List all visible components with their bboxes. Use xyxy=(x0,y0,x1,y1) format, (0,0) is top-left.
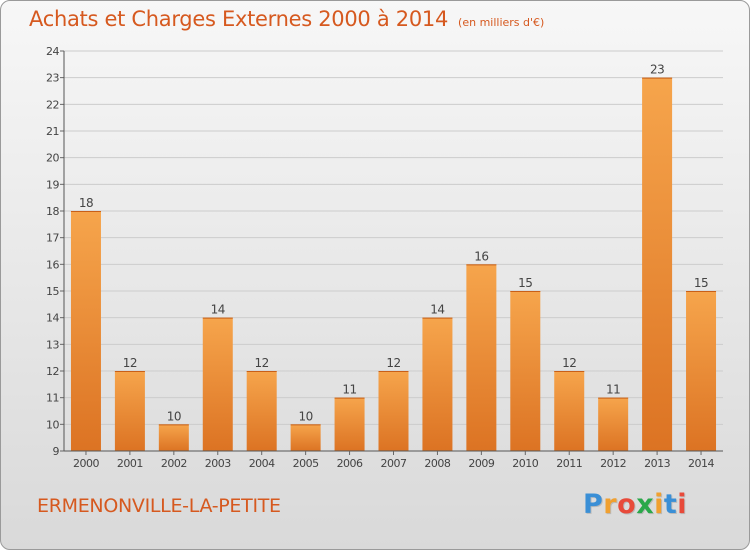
x-tick-label: 2013 xyxy=(644,457,670,470)
bar xyxy=(378,371,409,451)
x-tick-label: 2000 xyxy=(73,457,99,470)
x-tick-label: 2005 xyxy=(293,457,319,470)
y-tick-label: 13 xyxy=(46,338,59,351)
bar xyxy=(686,291,717,451)
data-label: 11 xyxy=(342,383,356,397)
data-label: 15 xyxy=(694,276,708,290)
y-tick-label: 19 xyxy=(46,178,59,191)
x-tick-label: 2010 xyxy=(512,457,538,470)
logo-letter: o xyxy=(617,489,637,520)
x-tick-label: 2007 xyxy=(381,457,407,470)
bar xyxy=(510,291,541,451)
x-tick-label: 2009 xyxy=(468,457,494,470)
bar xyxy=(422,317,453,451)
data-label: 23 xyxy=(650,63,664,77)
y-tick-label: 14 xyxy=(46,312,59,325)
commune-name: ERMENONVILLE-LA-PETITE xyxy=(37,495,281,517)
logo-letter: r xyxy=(603,489,618,520)
data-label: 15 xyxy=(518,276,532,290)
logo-letter: P xyxy=(583,489,604,520)
chart-subtitle: (en milliers d'€) xyxy=(458,16,545,29)
x-tick-label: 2011 xyxy=(556,457,582,470)
x-tick-label: 2002 xyxy=(161,457,187,470)
y-tick-label: 23 xyxy=(46,72,59,85)
bar xyxy=(158,424,189,451)
x-tick-label: 2006 xyxy=(337,457,363,470)
x-tick-label: 2012 xyxy=(600,457,626,470)
data-label: 18 xyxy=(79,196,93,210)
bar xyxy=(114,371,145,451)
y-tick-label: 16 xyxy=(46,258,59,271)
bar xyxy=(466,264,497,451)
y-tick-label: 18 xyxy=(46,205,59,218)
chart-title: Achats et Charges Externes 2000 à 2014 (e… xyxy=(29,7,544,31)
x-tick-label: 2014 xyxy=(688,457,714,470)
data-label: 12 xyxy=(562,356,576,370)
data-label: 12 xyxy=(123,356,137,370)
bar xyxy=(246,371,277,451)
x-tick-label: 2001 xyxy=(117,457,143,470)
bar xyxy=(554,371,585,451)
y-tick-label: 17 xyxy=(46,232,59,245)
x-tick-label: 2008 xyxy=(424,457,450,470)
proxiti-logo: Proxiti xyxy=(583,489,687,520)
bar xyxy=(202,317,233,451)
y-tick-label: 10 xyxy=(46,418,59,431)
data-label: 12 xyxy=(255,356,269,370)
chart-title-text: Achats et Charges Externes 2000 à 2014 xyxy=(29,7,449,31)
x-tick-label: 2003 xyxy=(205,457,231,470)
y-tick-label: 9 xyxy=(53,445,60,458)
data-label: 16 xyxy=(474,249,488,263)
data-label: 11 xyxy=(606,383,620,397)
data-label: 14 xyxy=(430,303,444,317)
bar xyxy=(290,424,321,451)
data-label: 10 xyxy=(167,409,181,423)
logo-letter: i xyxy=(654,489,664,520)
logo-letter: t xyxy=(663,489,678,520)
y-tick-label: 15 xyxy=(46,285,59,298)
y-tick-label: 24 xyxy=(46,45,59,58)
y-tick-label: 22 xyxy=(46,98,59,111)
axes: 9 10 11 12 13 14 15 16 17 18 19 20 21 22 23 24 2000 2001 2… xyxy=(46,45,723,470)
logo-letter: i xyxy=(677,489,688,520)
data-label: 14 xyxy=(211,303,225,317)
bars xyxy=(70,77,717,452)
y-tick-label: 21 xyxy=(46,125,59,138)
labels: 18 12 10 14 12 10 11 12 14 16 15 12 11 23 15 xyxy=(79,63,709,424)
data-label: 10 xyxy=(298,409,312,423)
logo-letter: x xyxy=(636,489,655,520)
x-tick-label: 2004 xyxy=(249,457,275,470)
data-label: 12 xyxy=(386,356,400,370)
y-tick-label: 11 xyxy=(46,392,59,405)
y-tick-label: 12 xyxy=(46,365,59,378)
y-tick-label: 20 xyxy=(46,152,59,165)
bar xyxy=(334,397,365,451)
bar xyxy=(70,211,101,451)
bar xyxy=(598,397,629,451)
bar xyxy=(642,77,673,452)
